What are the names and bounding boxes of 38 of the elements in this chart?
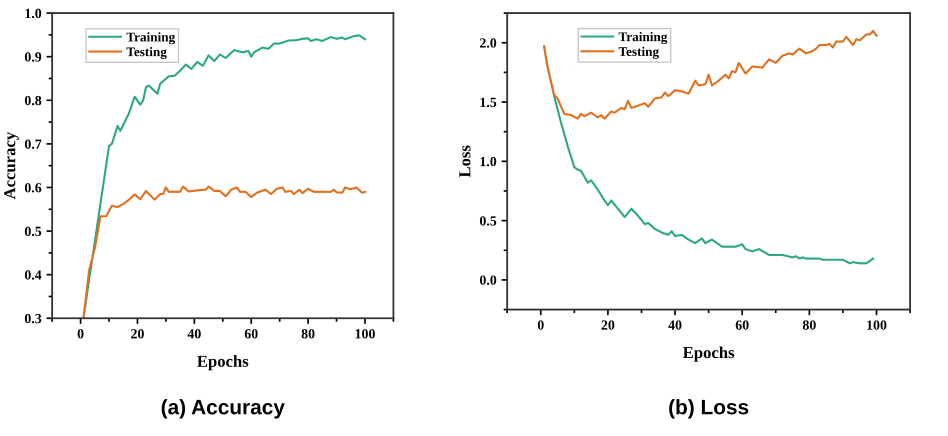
x-tick-label: 80 (302, 329, 315, 338)
x-tick-label: 20 (131, 329, 144, 338)
y-tick-label: 0.3 (24, 314, 42, 324)
y-tick-label: 0.0 (480, 275, 496, 285)
text: (a) Accuracy (162, 399, 285, 419)
x-axis-title: Epochs (197, 355, 248, 370)
x-tick-label: 0 (78, 329, 84, 338)
y-axis-title: Accuracy (4, 132, 19, 200)
y-tick-label: 2.0 (480, 38, 496, 48)
y-tick-label: 0.4 (24, 270, 42, 280)
line-series (82, 186, 366, 318)
legend-label: Testing (618, 46, 659, 59)
y-tick-label: 0.8 (24, 96, 42, 106)
y-axis-title: Loss (459, 146, 470, 178)
x-tick-label: 100 (356, 329, 375, 338)
x-tick-label: 0 (538, 320, 544, 330)
y-tick-label: 0.6 (24, 183, 42, 192)
y-tick-label: 1.0 (480, 156, 496, 166)
y-tick-label: 0.5 (24, 226, 42, 236)
y-tick-label: 0.5 (480, 216, 496, 226)
text: (b) Loss (669, 399, 748, 419)
x-tick-label: 40 (668, 320, 682, 330)
y-tick-label: 0.9 (24, 52, 42, 62)
y-tick-label: 0.7 (24, 139, 42, 149)
legend-label: Training (126, 32, 176, 44)
legend-label: Testing (126, 47, 167, 60)
x-axis-title: Epochs (682, 346, 734, 362)
x-tick-label: 40 (188, 329, 201, 338)
x-tick-label: 60 (736, 320, 749, 330)
line-series (82, 34, 366, 318)
x-tick-label: 80 (802, 320, 816, 330)
x-tick-label: 20 (602, 320, 614, 330)
line-series (543, 30, 878, 120)
y-tick-label: 1.0 (25, 8, 42, 18)
x-tick-label: 100 (867, 320, 886, 330)
y-tick-label: 1.5 (480, 98, 496, 108)
legend-label: Training (618, 32, 668, 44)
x-tick-label: 60 (244, 329, 258, 338)
